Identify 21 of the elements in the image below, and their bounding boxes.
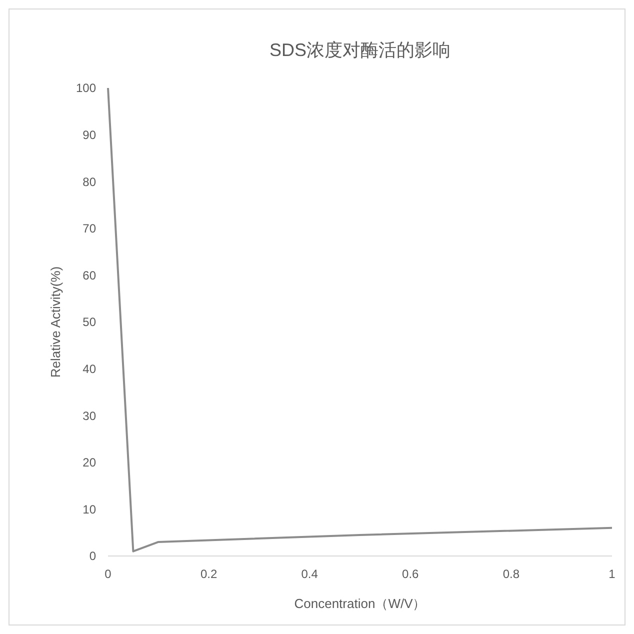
y-tick-label: 40 <box>82 362 96 376</box>
y-tick-label: 30 <box>82 408 96 423</box>
y-tick-label: 20 <box>82 456 96 470</box>
x-axis-title: Concentration（W/V） <box>294 596 426 611</box>
y-tick-label: 70 <box>82 222 96 236</box>
y-tick-label: 50 <box>82 315 96 330</box>
y-tick-label: 100 <box>76 81 96 96</box>
y-tick-label: 60 <box>82 268 96 282</box>
chart-title: SDS浓度对酶活的影响 <box>269 40 451 60</box>
y-tick-label: 10 <box>82 502 96 516</box>
x-tick-label: 0.4 <box>301 567 318 581</box>
x-tick-label: 1 <box>608 567 616 581</box>
y-axis-title: Relative Activity(%) <box>48 266 63 378</box>
y-tick-label: 90 <box>82 128 96 142</box>
x-tick-label: 0.6 <box>402 567 420 581</box>
y-tick-label: 0 <box>89 549 96 564</box>
x-tick-label: 0.8 <box>502 567 520 581</box>
x-tick-label: 0.2 <box>200 567 218 581</box>
y-tick-label: 80 <box>82 174 96 189</box>
line-series <box>107 87 613 552</box>
x-tick-label: 0 <box>104 567 112 581</box>
